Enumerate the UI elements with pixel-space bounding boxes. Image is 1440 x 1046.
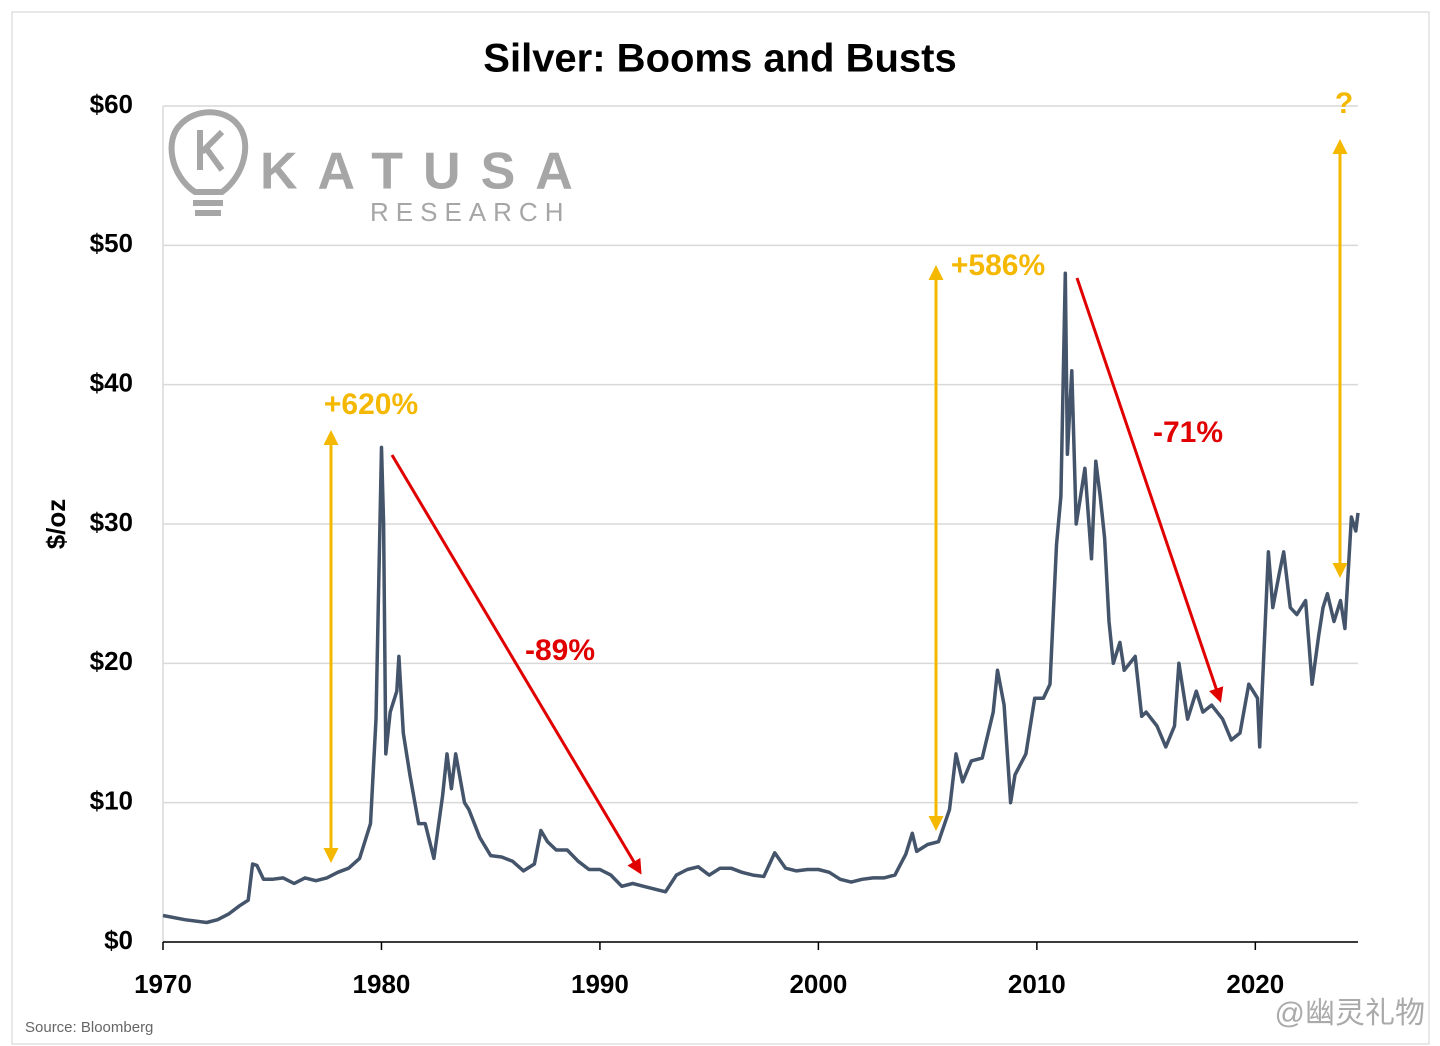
annotation-label: +586% bbox=[951, 249, 1045, 282]
y-tick-label: $50 bbox=[90, 228, 133, 258]
y-tick-label: $40 bbox=[90, 368, 133, 398]
y-tick-label: $20 bbox=[90, 646, 133, 676]
y-tick-label: $60 bbox=[90, 89, 133, 119]
y-axis-label: $/oz bbox=[41, 499, 71, 550]
annotation-label: ? bbox=[1335, 87, 1353, 120]
frame bbox=[11, 11, 1430, 1045]
source: Source: Bloomberg bbox=[25, 1019, 153, 1036]
logo bbox=[168, 109, 249, 216]
annotation-arrow bbox=[1075, 277, 1224, 703]
annotation-arrow bbox=[390, 454, 642, 875]
y-tick-label: $30 bbox=[90, 507, 133, 537]
logo-brand: KATUSA bbox=[260, 143, 593, 201]
chart-title: Silver: Booms and Busts bbox=[483, 37, 956, 81]
x-tick-label: 1990 bbox=[571, 969, 629, 999]
x-tick-label: 1970 bbox=[134, 969, 192, 999]
price-line bbox=[162, 271, 1360, 925]
x-tick-label: 1980 bbox=[353, 969, 411, 999]
y-tick-label: $10 bbox=[90, 786, 133, 816]
x-tick-label: 2010 bbox=[1008, 969, 1066, 999]
annotation-label: -71% bbox=[1153, 416, 1223, 449]
annotation-label: -89% bbox=[525, 634, 595, 667]
y-tick-label: $0 bbox=[104, 925, 133, 955]
x-tick-label: 2020 bbox=[1226, 969, 1284, 999]
logo-sub: RESEARCH bbox=[370, 197, 570, 227]
x-tick-label: 2000 bbox=[789, 969, 847, 999]
annotation-label: +620% bbox=[324, 388, 418, 421]
social-watermark: @幽灵礼物 bbox=[1275, 997, 1425, 1030]
